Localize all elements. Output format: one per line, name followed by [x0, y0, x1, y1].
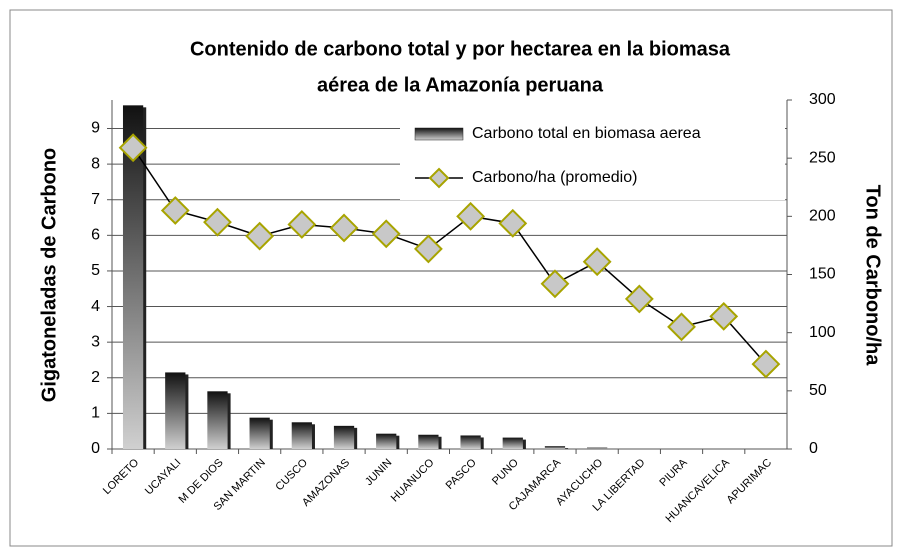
marker [203, 207, 232, 237]
y2-tick-label: 200 [809, 208, 836, 225]
chart-border [9, 9, 893, 547]
y-tick-label: 0 [91, 440, 100, 457]
y-tick-label: 5 [91, 262, 100, 279]
chart-title: aérea de la Amazonía peruana [317, 74, 604, 96]
bar [418, 434, 439, 449]
marker [498, 208, 528, 238]
legend-swatch [414, 127, 464, 141]
marker [624, 284, 654, 314]
bar [376, 433, 397, 449]
marker [287, 210, 317, 239]
legend-label: Carbono total en biomasa aerea [472, 125, 701, 142]
y-tick-label: 3 [91, 333, 100, 350]
y2-tick-label: 100 [809, 324, 836, 341]
marker [160, 196, 190, 225]
marker [456, 201, 486, 231]
marker [329, 213, 359, 243]
line [132, 147, 767, 365]
bar [207, 391, 228, 449]
y2-tick-label: 150 [809, 266, 836, 283]
y-tick-label: 6 [91, 227, 100, 244]
bar [544, 446, 566, 449]
y2-tick-label: 0 [809, 440, 818, 457]
bar [502, 437, 523, 449]
marker [245, 221, 275, 251]
y-tick-label: 9 [91, 120, 100, 137]
y2-tick-label: 300 [809, 91, 836, 108]
bar [587, 447, 608, 449]
y-tick-label: 7 [91, 191, 100, 208]
bar [249, 417, 270, 449]
marker [413, 234, 443, 264]
bar [165, 372, 186, 449]
bar [333, 425, 355, 449]
bar [122, 105, 144, 450]
marker [667, 312, 696, 342]
marker [118, 133, 148, 163]
y-axis-label: Gigatoneladas de Carbono [38, 148, 60, 402]
legend-box [400, 112, 785, 200]
legend-label: Carbono/ha (promedio) [472, 169, 637, 186]
y-tick-label: 2 [91, 369, 100, 386]
y2-tick-label: 50 [809, 382, 827, 399]
y-tick-label: 8 [91, 155, 100, 172]
bar [291, 422, 312, 449]
bar [460, 435, 481, 449]
marker [709, 301, 739, 331]
marker [751, 349, 781, 379]
y2-axis-label: Ton de Carbono/ha [862, 185, 884, 367]
y2-tick-label: 250 [809, 149, 836, 166]
y-tick-label: 4 [91, 298, 100, 315]
legend-marker [428, 167, 450, 189]
y-tick-label: 1 [91, 405, 100, 422]
marker [582, 247, 612, 277]
marker [540, 269, 570, 299]
chart-title: Contenido de carbono total y por hectare… [190, 38, 731, 60]
marker [371, 219, 401, 249]
